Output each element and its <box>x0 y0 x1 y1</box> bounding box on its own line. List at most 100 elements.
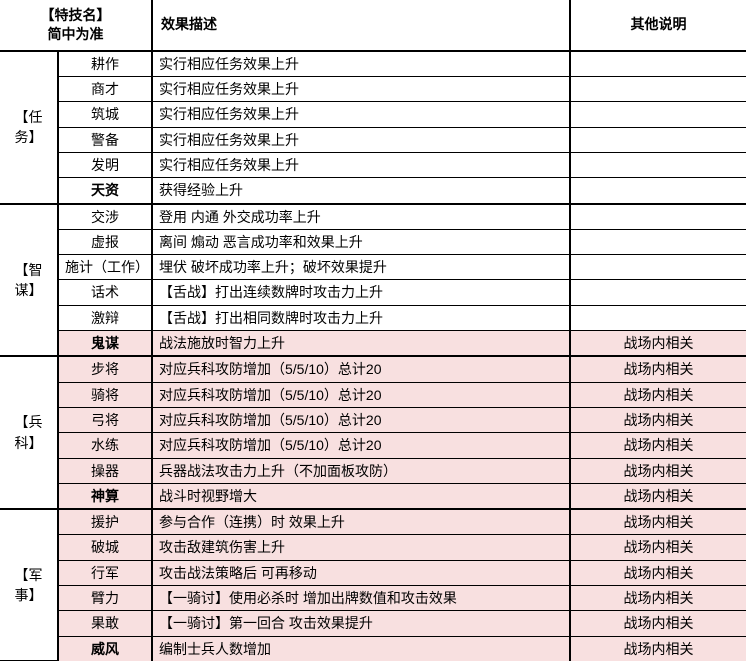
skill-name-cell: 行军 <box>58 560 152 585</box>
misc-cell <box>570 77 746 102</box>
table-row: 激辩【舌战】打出相同数牌时攻击力上升 <box>0 305 746 330</box>
effect-cell: 兵器战法攻击力上升（不加面板攻防） <box>152 458 570 483</box>
misc-cell <box>570 229 746 254</box>
table-row: 鬼谋战法施放时智力上升战场内相关 <box>0 331 746 357</box>
table-row: 天资获得经验上升 <box>0 178 746 204</box>
effect-cell: 实行相应任务效果上升 <box>152 51 570 77</box>
effect-cell: 参与合作（连携）时 效果上升 <box>152 509 570 535</box>
misc-cell: 战场内相关 <box>570 611 746 636</box>
table-row: 果敢【一骑讨】第一回合 攻击效果提升战场内相关 <box>0 611 746 636</box>
misc-cell: 战场内相关 <box>570 586 746 611</box>
skill-name-cell: 交涉 <box>58 204 152 230</box>
skill-name-cell: 操器 <box>58 458 152 483</box>
misc-cell <box>570 255 746 280</box>
skill-name-cell: 耕作 <box>58 51 152 77</box>
effect-cell: 实行相应任务效果上升 <box>152 152 570 177</box>
misc-cell: 战场内相关 <box>570 535 746 560</box>
category-cell: 【任务】 <box>0 51 58 204</box>
effect-cell: 【一骑讨】第一回合 攻击效果提升 <box>152 611 570 636</box>
table-body: 【任务】耕作实行相应任务效果上升商才实行相应任务效果上升筑城实行相应任务效果上升… <box>0 51 746 661</box>
skill-name-cell: 施计（工作） <box>58 255 152 280</box>
table-row: 行军攻击战法策略后 可再移动战场内相关 <box>0 560 746 585</box>
misc-cell: 战场内相关 <box>570 382 746 407</box>
skill-name-cell: 商才 <box>58 77 152 102</box>
table-row: 破城攻击敌建筑伤害上升战场内相关 <box>0 535 746 560</box>
misc-cell: 战场内相关 <box>570 331 746 357</box>
header-skill-name-l2: 简中为准 <box>48 26 104 42</box>
misc-cell <box>570 305 746 330</box>
table-row: 水练对应兵科攻防增加（5/5/10）总计20战场内相关 <box>0 433 746 458</box>
misc-cell: 战场内相关 <box>570 433 746 458</box>
effect-cell: 对应兵科攻防增加（5/5/10）总计20 <box>152 433 570 458</box>
effect-cell: 获得经验上升 <box>152 178 570 204</box>
skill-name-cell: 破城 <box>58 535 152 560</box>
skills-table: 【特技名】 简中为准 效果描述 其他说明 【任务】耕作实行相应任务效果上升商才实… <box>0 0 746 661</box>
table-row: 骑将对应兵科攻防增加（5/5/10）总计20战场内相关 <box>0 382 746 407</box>
skill-name-cell: 臂力 <box>58 586 152 611</box>
effect-cell: 登用 内通 外交成功率上升 <box>152 204 570 230</box>
table-row: 商才实行相应任务效果上升 <box>0 77 746 102</box>
table-row: 【任务】耕作实行相应任务效果上升 <box>0 51 746 77</box>
table-row: 威风编制士兵人数增加战场内相关 <box>0 636 746 661</box>
table-row: 【智谋】交涉登用 内通 外交成功率上升 <box>0 204 746 230</box>
effect-cell: 离间 煽动 恶言成功率和效果上升 <box>152 229 570 254</box>
misc-cell <box>570 178 746 204</box>
header-misc: 其他说明 <box>570 0 746 51</box>
effect-cell: 实行相应任务效果上升 <box>152 102 570 127</box>
skill-name-cell: 弓将 <box>58 407 152 432</box>
effect-cell: 攻击敌建筑伤害上升 <box>152 535 570 560</box>
table-row: 臂力【一骑讨】使用必杀时 增加出牌数值和攻击效果战场内相关 <box>0 586 746 611</box>
effect-cell: 实行相应任务效果上升 <box>152 77 570 102</box>
effect-cell: 埋伏 破坏成功率上升；破坏效果提升 <box>152 255 570 280</box>
table-row: 虚报离间 煽动 恶言成功率和效果上升 <box>0 229 746 254</box>
effect-cell: 战法施放时智力上升 <box>152 331 570 357</box>
category-cell: 【兵科】 <box>0 356 58 509</box>
header-skill-name: 【特技名】 简中为准 <box>0 0 152 51</box>
skill-name-cell: 步将 <box>58 356 152 382</box>
misc-cell <box>570 102 746 127</box>
table-row: 弓将对应兵科攻防增加（5/5/10）总计20战场内相关 <box>0 407 746 432</box>
skill-name-cell: 水练 <box>58 433 152 458</box>
table-row: 操器兵器战法攻击力上升（不加面板攻防）战场内相关 <box>0 458 746 483</box>
skill-name-cell: 援护 <box>58 509 152 535</box>
skill-name-cell: 神算 <box>58 483 152 509</box>
category-cell: 【军事】 <box>0 509 58 661</box>
effect-cell: 战斗时视野增大 <box>152 483 570 509</box>
misc-cell: 战场内相关 <box>570 407 746 432</box>
skill-name-cell: 筑城 <box>58 102 152 127</box>
table-row: 【兵科】步将对应兵科攻防增加（5/5/10）总计20战场内相关 <box>0 356 746 382</box>
table-row: 筑城实行相应任务效果上升 <box>0 102 746 127</box>
effect-cell: 【舌战】打出连续数牌时攻击力上升 <box>152 280 570 305</box>
skill-name-cell: 鬼谋 <box>58 331 152 357</box>
table-row: 施计（工作）埋伏 破坏成功率上升；破坏效果提升 <box>0 255 746 280</box>
effect-cell: 【舌战】打出相同数牌时攻击力上升 <box>152 305 570 330</box>
skill-name-cell: 警备 <box>58 127 152 152</box>
effect-cell: 【一骑讨】使用必杀时 增加出牌数值和攻击效果 <box>152 586 570 611</box>
skill-name-cell: 发明 <box>58 152 152 177</box>
header-effect: 效果描述 <box>152 0 570 51</box>
effect-cell: 对应兵科攻防增加（5/5/10）总计20 <box>152 382 570 407</box>
misc-cell: 战场内相关 <box>570 509 746 535</box>
skill-name-cell: 虚报 <box>58 229 152 254</box>
misc-cell <box>570 204 746 230</box>
misc-cell: 战场内相关 <box>570 483 746 509</box>
misc-cell: 战场内相关 <box>570 356 746 382</box>
effect-cell: 编制士兵人数增加 <box>152 636 570 661</box>
table-row: 【军事】援护参与合作（连携）时 效果上升战场内相关 <box>0 509 746 535</box>
misc-cell <box>570 280 746 305</box>
misc-cell <box>570 51 746 77</box>
skill-name-cell: 果敢 <box>58 611 152 636</box>
table-row: 神算战斗时视野增大战场内相关 <box>0 483 746 509</box>
misc-cell <box>570 127 746 152</box>
effect-cell: 对应兵科攻防增加（5/5/10）总计20 <box>152 356 570 382</box>
effect-cell: 实行相应任务效果上升 <box>152 127 570 152</box>
header-row: 【特技名】 简中为准 效果描述 其他说明 <box>0 0 746 51</box>
misc-cell: 战场内相关 <box>570 636 746 661</box>
misc-cell <box>570 152 746 177</box>
misc-cell: 战场内相关 <box>570 560 746 585</box>
table-row: 发明实行相应任务效果上升 <box>0 152 746 177</box>
skill-name-cell: 激辩 <box>58 305 152 330</box>
effect-cell: 攻击战法策略后 可再移动 <box>152 560 570 585</box>
misc-cell: 战场内相关 <box>570 458 746 483</box>
effect-cell: 对应兵科攻防增加（5/5/10）总计20 <box>152 407 570 432</box>
